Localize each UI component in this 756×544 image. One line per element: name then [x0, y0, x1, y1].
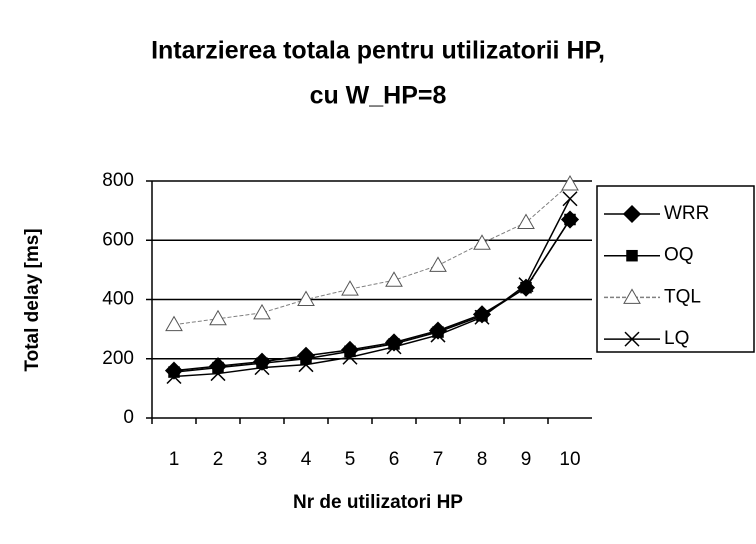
data-point [300, 353, 312, 365]
chart-title: cu W_HP=8 [310, 82, 447, 110]
legend-label: LQ [664, 328, 689, 349]
data-point [344, 345, 356, 358]
x-tick-label: 8 [477, 449, 488, 470]
y-tick-label: 600 [102, 229, 134, 250]
data-point [166, 368, 182, 385]
x-tick-label: 1 [169, 449, 180, 470]
data-point [385, 271, 403, 287]
data-point [476, 310, 488, 322]
chart-title: Intarzierea totala pentru utilizatorii H… [151, 37, 605, 65]
data-point [297, 290, 315, 306]
data-point [561, 174, 579, 191]
x-tick-label: 4 [301, 449, 312, 470]
x-tick-label: 9 [521, 449, 532, 470]
y-tick-label: 0 [123, 407, 134, 428]
x-tick-label: 7 [433, 449, 444, 470]
data-point [212, 361, 224, 374]
legend-label: TQL [664, 286, 701, 307]
data-point [253, 303, 271, 320]
legend-marker [624, 331, 640, 347]
data-point [432, 326, 444, 338]
legend-label: WRR [664, 203, 709, 224]
data-point [564, 213, 576, 226]
data-point [388, 338, 400, 350]
data-point [298, 357, 314, 373]
y-tick-label: 200 [102, 348, 134, 369]
data-point [517, 213, 535, 229]
data-point [562, 191, 578, 207]
data-point [165, 315, 183, 332]
data-point [429, 256, 447, 272]
legend-marker [623, 288, 641, 304]
data-point [254, 360, 270, 376]
legend-marker [622, 204, 642, 224]
series-line [173, 198, 571, 378]
x-tick-label: 10 [559, 449, 580, 470]
x-tick-label: 3 [257, 449, 268, 470]
x-tick-label: 5 [345, 449, 356, 470]
x-axis-title: Nr de utilizatori HP [293, 492, 463, 513]
data-point [473, 234, 491, 250]
data-point [341, 280, 359, 296]
data-point [430, 327, 446, 343]
legend-marker [626, 249, 638, 262]
data-point [342, 349, 358, 365]
x-tick-label: 6 [389, 449, 400, 470]
legend-label: OQ [664, 245, 694, 266]
data-point [210, 366, 226, 382]
y-tick-label: 800 [102, 170, 134, 191]
data-point [386, 339, 402, 355]
data-point [518, 277, 534, 293]
data-point [474, 309, 490, 325]
data-point [209, 309, 227, 326]
x-tick-label: 2 [213, 449, 224, 470]
y-tick-label: 400 [102, 289, 134, 310]
y-axis-title: Total delay [ms] [22, 228, 43, 371]
series-line [173, 183, 571, 326]
